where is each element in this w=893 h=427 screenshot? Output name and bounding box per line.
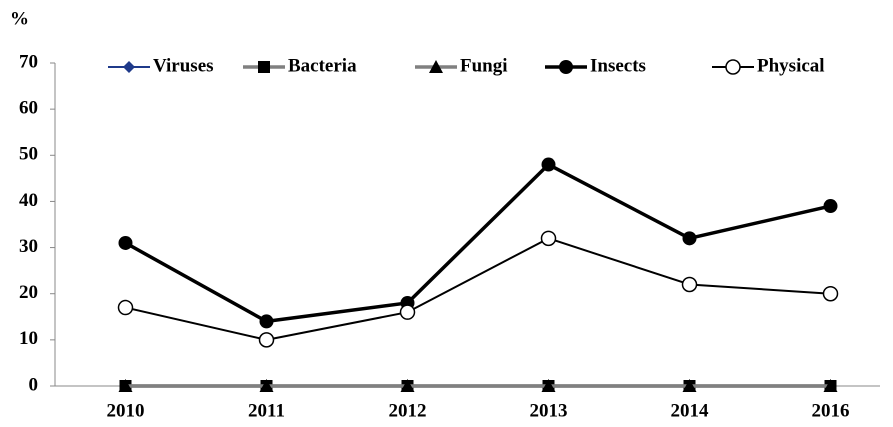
marker — [400, 379, 415, 392]
y-tick-label: 40 — [19, 190, 38, 211]
marker — [118, 235, 133, 250]
marker — [259, 379, 274, 392]
marker — [541, 157, 556, 172]
marker — [118, 379, 133, 392]
y-axis-label: % — [10, 8, 29, 29]
marker — [540, 230, 557, 247]
marker — [823, 199, 838, 214]
x-tick-label: 2014 — [671, 400, 710, 421]
marker — [823, 379, 838, 392]
legend-label: Physical — [757, 55, 825, 76]
legend-marker — [123, 61, 135, 73]
series-line — [124, 162, 831, 324]
legend-marker — [258, 61, 270, 73]
legend-label: Fungi — [460, 55, 508, 76]
x-tick-label: 2011 — [248, 400, 285, 421]
legend-marker — [559, 60, 573, 74]
y-tick-label: 50 — [19, 144, 38, 165]
legend-label: Insects — [590, 55, 646, 76]
marker — [682, 231, 697, 246]
y-tick-label: 20 — [19, 282, 38, 303]
x-tick-label: 2012 — [389, 400, 427, 421]
legend-label: Bacteria — [288, 55, 357, 76]
y-tick-label: 0 — [29, 374, 39, 395]
x-tick-label: 2016 — [812, 400, 850, 421]
y-tick-label: 10 — [19, 328, 38, 349]
marker — [541, 379, 556, 392]
marker — [258, 332, 275, 348]
y-tick-label: 30 — [19, 236, 38, 257]
marker — [822, 285, 839, 302]
marker — [399, 304, 416, 320]
legend-marker — [429, 60, 443, 73]
series-line — [125, 237, 831, 341]
marker — [259, 314, 274, 329]
x-tick-label: 2013 — [530, 400, 568, 421]
marker — [681, 276, 698, 293]
marker — [682, 379, 697, 392]
y-tick-label: 70 — [19, 51, 38, 72]
legend-label: Viruses — [153, 55, 214, 76]
y-tick-label: 60 — [19, 98, 38, 119]
legend-marker — [725, 59, 741, 75]
x-tick-label: 2010 — [107, 400, 145, 421]
marker — [117, 299, 134, 316]
